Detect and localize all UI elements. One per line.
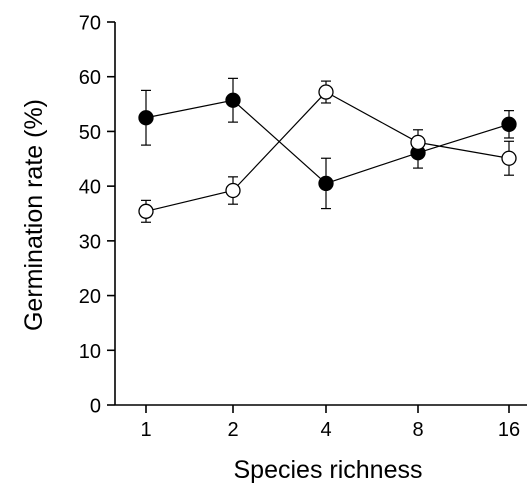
- y-tick-label: 70: [79, 13, 101, 35]
- axes: 0 10 20 30 40 50 60 70 1 2 4 8 16: [79, 13, 527, 441]
- y-tick-label: 0: [90, 396, 101, 418]
- data-point-filled: [138, 110, 154, 126]
- y-tick-label: 30: [79, 231, 101, 253]
- data-point-filled: [501, 116, 517, 132]
- data-point-open: [138, 203, 154, 219]
- series-1: [138, 77, 517, 210]
- x-tick-label: 16: [498, 419, 520, 441]
- series-1-line: [145, 99, 510, 185]
- data-point-open: [501, 150, 517, 166]
- y-axis-label: Germination rate (%): [20, 99, 48, 331]
- x-tick-label: 4: [320, 419, 331, 441]
- data-point-open: [318, 84, 334, 100]
- data-point-filled: [318, 175, 334, 192]
- y-tick-label: 40: [79, 177, 101, 199]
- series-layer: [138, 77, 517, 223]
- x-tick-label: 8: [412, 419, 423, 441]
- series-2-line: [145, 91, 510, 212]
- x-tick-label: 1: [140, 419, 151, 441]
- x-axis-label: Species richness: [234, 456, 423, 484]
- data-point-filled: [225, 92, 241, 108]
- series-2: [138, 80, 517, 223]
- y-tick-label: 20: [79, 286, 101, 308]
- data-point-open: [410, 134, 426, 151]
- data-point-open: [225, 182, 241, 199]
- y-tick-label: 60: [79, 67, 101, 89]
- x-tick-label: 2: [227, 419, 238, 441]
- y-tick-label: 50: [79, 122, 101, 144]
- y-tick-label: 10: [79, 341, 101, 363]
